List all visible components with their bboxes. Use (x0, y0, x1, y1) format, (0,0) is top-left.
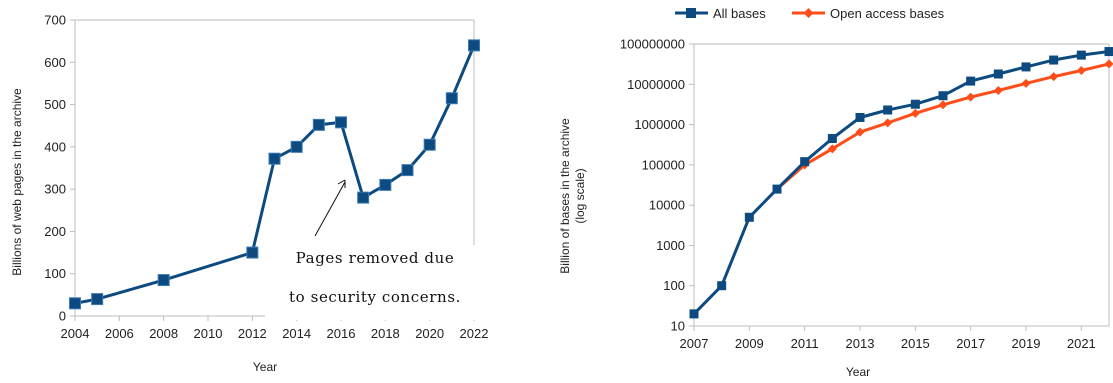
all-bases-point (1076, 50, 1086, 60)
open-access-point (966, 92, 976, 102)
data-point (445, 92, 458, 105)
all-bases-point (938, 91, 948, 101)
legend-open-access-marker (803, 8, 814, 18)
all-bases-point (1104, 47, 1113, 57)
open-access-point (855, 127, 865, 137)
x-axis-label: Year (253, 360, 277, 374)
y-tick-label: 200 (44, 224, 66, 239)
x-tick-label: 2016 (327, 326, 356, 341)
y-tick-label: 300 (44, 182, 66, 197)
x-tick-label: 2021 (1067, 336, 1096, 351)
x-tick-label: 2022 (460, 326, 489, 341)
all-bases-point (717, 281, 727, 291)
data-point (91, 293, 104, 306)
open-access-point (772, 184, 782, 194)
open-access-point (910, 108, 920, 118)
all-bases-point (966, 76, 976, 86)
open-access-point (1076, 65, 1086, 75)
y-tick-label: 500 (44, 97, 66, 112)
y-tick-label: 0 (59, 309, 66, 324)
x-tick-label: 2008 (149, 326, 178, 341)
annotation-box (265, 240, 477, 320)
data-point (423, 138, 436, 151)
x-tick-label: 2011 (791, 336, 819, 351)
annotation-line-2: to security concerns. (289, 288, 461, 306)
legend-all-bases-label: All bases (713, 6, 766, 21)
all-bases-point (855, 112, 865, 122)
y-tick-label: 600 (44, 55, 66, 70)
legend-all-bases-marker (686, 8, 696, 18)
x-tick-label: 2007 (680, 336, 709, 351)
x-tick-label: 2012 (238, 326, 267, 341)
y-tick-label: 700 (44, 13, 66, 28)
all-bases-point (800, 157, 810, 167)
web-pages-chart: 0 100 200 300 400 500 600 700 2004 2006 2008 2010 2… (10, 13, 489, 375)
legend: All bases Open access bases (675, 6, 945, 21)
y-tick-label: 400 (44, 139, 66, 154)
x-axis-label-right: Year (846, 365, 870, 379)
all-bases-point (910, 99, 920, 109)
annotation-arrow (314, 181, 346, 237)
all-bases-point (1021, 62, 1031, 72)
y-axis-label-right-line2: (log scale) (573, 168, 587, 223)
x-tick-label: 2013 (846, 336, 875, 351)
data-point (468, 39, 480, 52)
data-point (246, 246, 259, 259)
x-tick-label: 2006 (105, 326, 134, 341)
data-point (290, 140, 303, 153)
data-point (335, 116, 347, 129)
plot-frame-right (693, 43, 1110, 327)
data-point (401, 164, 414, 177)
all-bases-point (993, 69, 1003, 79)
data-point (268, 152, 281, 165)
all-bases-point (827, 134, 837, 144)
x-tick-label: 2009 (735, 336, 764, 351)
open-access-point (993, 86, 1003, 96)
data-point (312, 118, 325, 131)
x-tick-label: 2017 (956, 336, 985, 351)
x-tick-label: 2018 (371, 326, 400, 341)
y-axis-label: Billions of web pages in the archive (10, 88, 24, 276)
all-bases-point (883, 105, 893, 115)
open-access-point (1049, 72, 1059, 82)
y-tick-label: 1000000 (634, 117, 685, 132)
open-access-point (827, 144, 837, 154)
open-access-point (938, 100, 948, 110)
open-access-point (800, 160, 810, 170)
y-tick-label: 10 (671, 319, 685, 334)
x-tick-label: 2019 (1012, 336, 1041, 351)
x-tick-label: 2010 (194, 326, 223, 341)
all-bases-point (744, 212, 754, 222)
data-point (157, 274, 170, 287)
open-access-point (1104, 59, 1113, 69)
open-access-point (1021, 78, 1031, 88)
data-point (69, 297, 81, 310)
y-tick-label: 100 (44, 266, 66, 281)
annotation-line-1: Pages removed due (296, 249, 455, 267)
y-axis-label-right-line1: Billion of bases in the archive (558, 118, 572, 274)
x-tick-label: 2014 (282, 326, 311, 341)
y-tick-label: 10000000 (627, 77, 685, 92)
legend-open-access-label: Open access bases (830, 6, 945, 21)
y-tick-label: 10000 (649, 198, 685, 213)
all-bases-point (689, 309, 699, 319)
annotation-arrowhead (337, 179, 346, 188)
x-tick-label: 2020 (415, 326, 444, 341)
all-bases-line (692, 50, 1110, 315)
all-bases-point (772, 184, 782, 194)
y-tick-label: 1000 (656, 238, 685, 253)
data-point (357, 191, 370, 204)
open-access-point (883, 118, 893, 128)
data-point (379, 178, 392, 191)
y-tick-label: 100000000 (620, 37, 685, 52)
x-tick-label: 2015 (901, 336, 930, 351)
y-tick-label: 100 (663, 278, 685, 293)
y-tick-label: 100000 (642, 157, 685, 172)
x-tick-label: 2004 (61, 326, 90, 341)
open-access-line (776, 62, 1110, 191)
all-bases-point (1049, 55, 1059, 65)
